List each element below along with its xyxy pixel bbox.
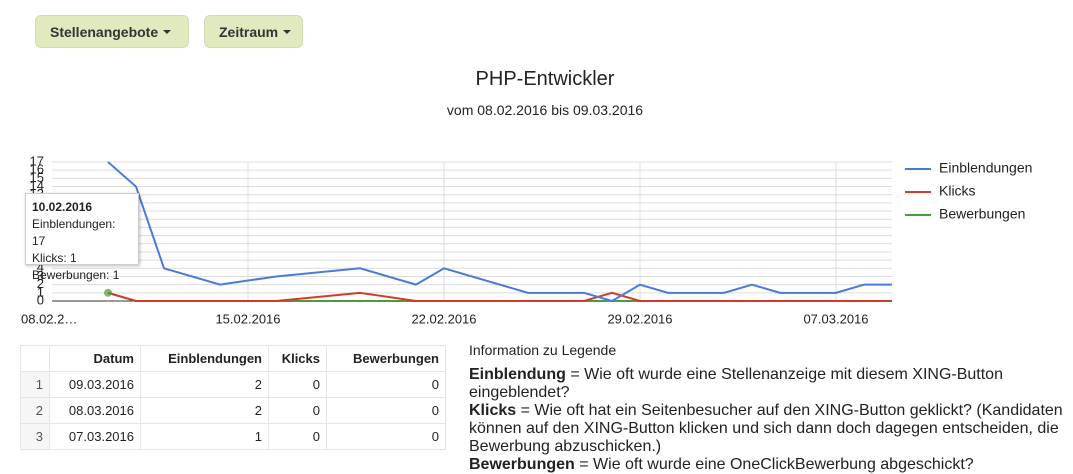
x-tick-label: 15.02.2016 <box>215 311 280 326</box>
column-header: Einblendungen <box>140 345 269 372</box>
y-tick-label: 16 <box>30 162 44 177</box>
table-cell: 0 <box>268 397 327 424</box>
data-table: Datum Einblendungen Klicks Bewerbungen 1 09.0… <box>20 345 446 450</box>
table-cell: 0 <box>326 371 446 398</box>
table-cell: 07.03.2016 <box>49 423 141 450</box>
info-text: = Wie oft wurde eine Stellenanzeige mit … <box>469 366 1003 401</box>
y-tick-label: 3 <box>37 268 44 283</box>
x-tick-label: 08.02.2… <box>21 311 77 326</box>
table-row: 1 09.03.2016 2 0 0 <box>20 371 446 398</box>
table-cell: 2 <box>140 371 269 398</box>
info-item: Einblendung = Wie oft wurde eine Stellen… <box>469 366 1069 402</box>
table-cell: 08.03.2016 <box>49 397 141 424</box>
y-tick-label: 2 <box>37 276 44 291</box>
series-line <box>107 161 892 303</box>
info-text: = Wie oft wurde eine OneClickBewerbung a… <box>574 456 974 473</box>
info-term: Einblendung <box>469 366 566 383</box>
table-cell: 2 <box>140 397 269 424</box>
table-cell: 0 <box>326 423 446 450</box>
tooltip-line: Bewerbungen: 1 <box>32 268 120 282</box>
highlight-point <box>104 288 112 297</box>
y-tick-label: 17 <box>30 153 44 168</box>
y-tick-label: 0 <box>37 292 44 307</box>
legend-label: Bewerbungen <box>939 206 1025 222</box>
column-header: Klicks <box>268 345 327 372</box>
table-row: 3 07.03.2016 1 0 0 <box>20 423 446 450</box>
table-header-row: Datum Einblendungen Klicks Bewerbungen <box>20 345 446 372</box>
button-label: Zeitraum <box>219 23 279 40</box>
info-text: = Wie oft hat ein Seitenbesucher auf den… <box>469 402 1063 455</box>
y-tick-label: 4 <box>37 260 44 275</box>
dropdown-button[interactable]: Zeitraum <box>204 15 303 48</box>
info-item: Klicks = Wie oft hat ein Seitenbesucher … <box>469 402 1069 456</box>
tooltip-line: Einblendungen: 17 <box>32 217 116 248</box>
legend-label: Einblendungen <box>939 160 1032 176</box>
info-term: Bewerbungen <box>469 456 575 473</box>
tooltip: 10.02.2016 Einblendungen: 17 Klicks: 1 B… <box>25 193 139 282</box>
table-cell: 3 <box>20 423 50 450</box>
info-title: Information zu Legende <box>469 342 617 358</box>
column-header <box>20 345 50 372</box>
table-row: 2 08.03.2016 2 0 0 <box>20 397 446 424</box>
chart-title: PHP-Entwickler <box>475 68 615 90</box>
chart: 0123456789101112131415161708.02.2…15.02.… <box>21 153 1032 326</box>
x-tick-label: 22.02.2016 <box>411 311 476 326</box>
table-cell: 1 <box>140 423 269 450</box>
page: {"buttons":["Stellenangebote","Zeitraum"… <box>20 15 1063 473</box>
chart-subtitle: vom 08.02.2016 bis 09.03.2016 <box>446 102 644 118</box>
y-tick-label: 1 <box>37 284 44 299</box>
column-header: Datum <box>49 345 141 372</box>
caret <box>283 29 292 34</box>
table-cell: 09.03.2016 <box>49 371 141 398</box>
legend-label: Klicks <box>939 183 976 199</box>
tooltip-title: 10.02.2016 <box>32 200 93 214</box>
y-tick-label: 14 <box>30 178 44 193</box>
series-line <box>107 291 892 302</box>
info-term: Klicks <box>469 402 517 419</box>
table-cell: 0 <box>268 371 327 398</box>
x-tick-label: 07.03.2016 <box>803 311 868 326</box>
table-cell: 1 <box>20 371 50 398</box>
info-item: Bewerbungen = Wie oft wurde eine OneClic… <box>469 456 1069 474</box>
table-cell: 2 <box>20 397 50 424</box>
series-line <box>107 291 892 302</box>
legend-info: Information zu Legende Einblendung = Wie… <box>469 342 1069 474</box>
table-cell: 0 <box>268 423 327 450</box>
caret <box>163 29 172 34</box>
tooltip-line: Klicks: 1 <box>32 251 77 265</box>
y-tick-label: 15 <box>30 170 44 185</box>
dropdown-button[interactable]: Stellenangebote <box>35 15 189 48</box>
table-cell: 0 <box>326 397 446 424</box>
column-header: Bewerbungen <box>326 345 446 372</box>
x-tick-label: 29.02.2016 <box>607 311 672 326</box>
button-label: Stellenangebote <box>50 23 159 40</box>
